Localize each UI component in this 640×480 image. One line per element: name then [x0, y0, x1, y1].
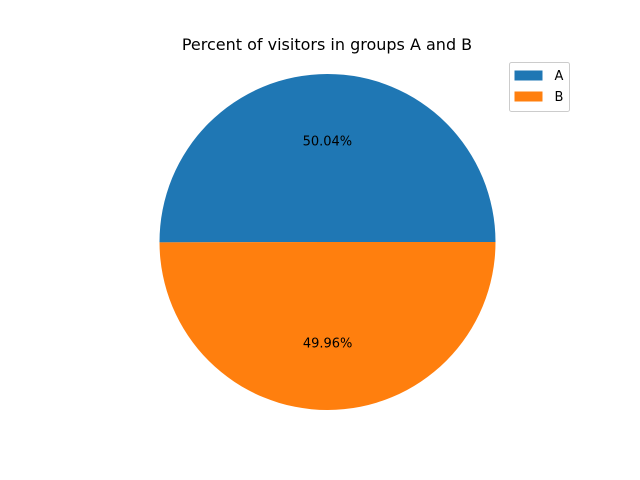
slice-label-B: 49.96%: [303, 336, 353, 351]
slice-label-A: 50.04%: [303, 135, 353, 150]
legend-swatch-A: [514, 70, 543, 81]
chart-title: Percent of visitors in groups A and B: [182, 35, 472, 54]
legend-label-A: A: [555, 69, 564, 84]
legend: AB: [509, 62, 570, 112]
legend-swatch-B: [514, 91, 543, 102]
pie-slice-B: [159, 242, 496, 410]
pie-slice-A: [159, 73, 496, 243]
pie-slices: [159, 73, 496, 410]
pie-percentage-labels: 50.04% 49.96%: [303, 135, 353, 352]
legend-label-B: B: [555, 90, 564, 105]
